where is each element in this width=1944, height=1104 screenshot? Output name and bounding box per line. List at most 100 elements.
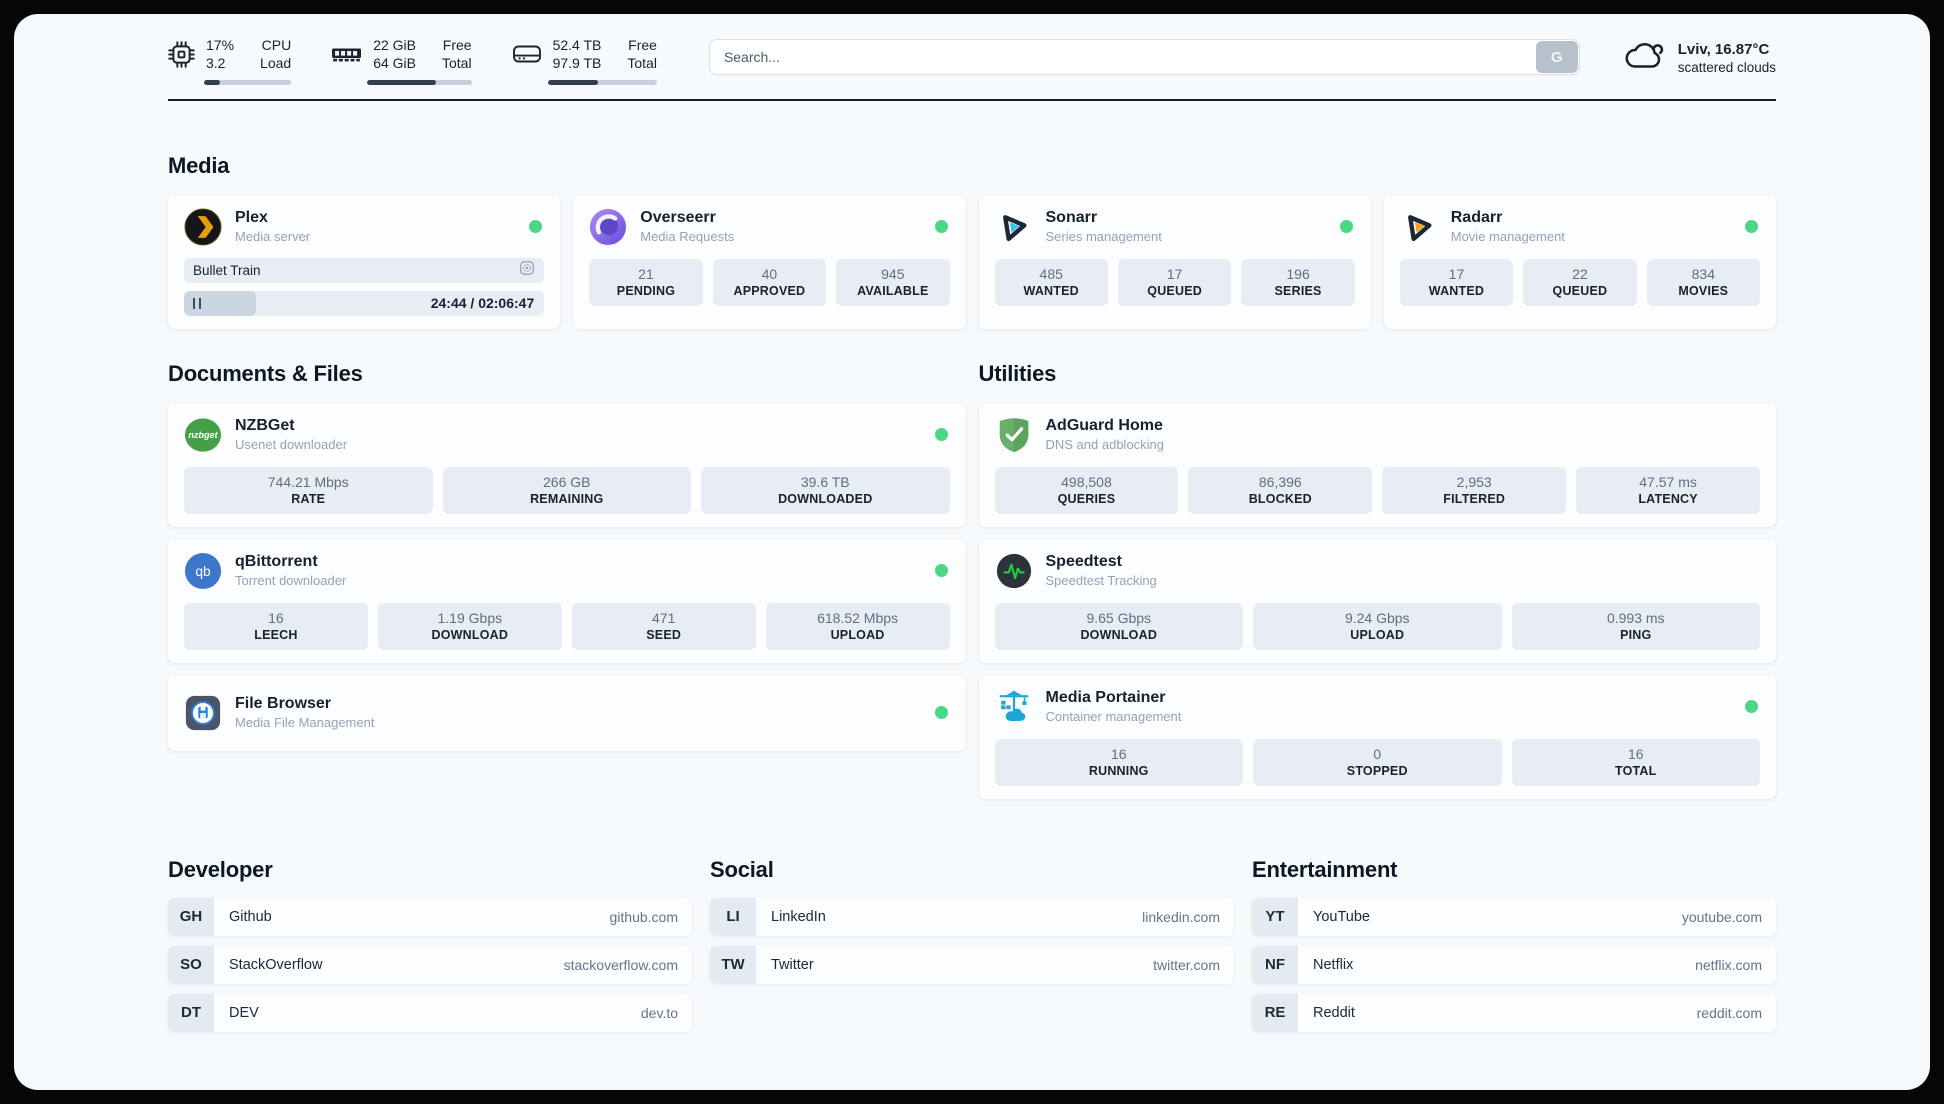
cpu-percent: 17% xyxy=(206,37,235,53)
overseerr-icon xyxy=(589,208,627,246)
app-subtitle: Container management xyxy=(1045,709,1182,725)
link-domain: linkedin.com xyxy=(1142,908,1220,925)
playback-progress-fill xyxy=(184,290,257,316)
svg-text:qb: qb xyxy=(195,564,211,579)
weather-widget: Lviv, 16.87°C scattered clouds xyxy=(1622,39,1776,77)
link-twitter[interactable]: TW Twitter twitter.com xyxy=(710,945,1234,984)
section-title-media: Media xyxy=(168,152,230,178)
app-card-adguard[interactable]: AdGuard Home DNS and adblocking 498,508 … xyxy=(978,402,1776,527)
stats-row: 16 RUNNING 0 STOPPED 16 TOTAL xyxy=(994,738,1760,786)
stat-filtered: 2,953 FILTERED xyxy=(1382,466,1567,514)
app-card-overseerr[interactable]: Overseerr Media Requests 21 PENDING 40 A… xyxy=(573,194,966,329)
link-reddit[interactable]: RE Reddit reddit.com xyxy=(1252,993,1776,1032)
section-title-utilities: Utilities xyxy=(978,360,1057,386)
app-title: Overseerr xyxy=(640,209,716,227)
status-online-dot xyxy=(1745,220,1758,234)
weather-location-temp: Lviv, 16.87°C xyxy=(1677,41,1770,59)
link-dev[interactable]: DT DEV dev.to xyxy=(168,993,692,1032)
stat-wanted: 17 WANTED xyxy=(1399,258,1514,306)
qbittorrent-icon: qb xyxy=(184,552,222,590)
movie-icon xyxy=(519,260,535,281)
link-github[interactable]: GH Github github.com xyxy=(168,897,692,936)
stat-seed: 471 SEED xyxy=(571,602,756,650)
status-online-dot xyxy=(934,706,948,720)
status-online-dot xyxy=(934,428,948,442)
stat-leech: 16 LEECH xyxy=(184,602,368,650)
link-youtube[interactable]: YT YouTube youtube.com xyxy=(1252,897,1776,936)
status-online-dot xyxy=(934,220,948,234)
link-name: Twitter xyxy=(771,956,814,973)
link-abbr: DT xyxy=(168,993,214,1032)
disk-icon xyxy=(512,43,542,65)
cpu-label: CPU xyxy=(261,37,292,53)
link-abbr: LI xyxy=(710,897,756,936)
svg-text:nzbget: nzbget xyxy=(188,430,218,440)
link-stackoverflow[interactable]: SO StackOverflow stackoverflow.com xyxy=(168,945,692,984)
app-title: qBittorrent xyxy=(235,553,318,571)
app-card-sonarr[interactable]: Sonarr Series management 485 WANTED 17 Q… xyxy=(978,194,1371,329)
search-input[interactable] xyxy=(708,39,1580,76)
stats-row: 17 WANTED 22 QUEUED 834 MOVIES xyxy=(1399,258,1761,306)
link-abbr: YT xyxy=(1252,897,1298,936)
playback-time: 24:44 / 02:06:47 xyxy=(430,295,535,312)
stat-queued: 17 QUEUED xyxy=(1117,258,1232,306)
app-card-filebrowser[interactable]: File Browser Media File Management xyxy=(168,674,966,751)
link-linkedin[interactable]: LI LinkedIn linkedin.com xyxy=(710,897,1234,936)
app-title: Sonarr xyxy=(1045,209,1098,227)
dashboard-panel: 17% 3.2 CPU Load xyxy=(14,14,1930,1090)
section-title-documents: Documents & Files xyxy=(168,360,363,386)
app-card-nzbget[interactable]: nzbget NZBGet Usenet downloader 744.21 M… xyxy=(168,402,966,527)
app-title: File Browser xyxy=(235,695,332,713)
stat-pending: 21 PENDING xyxy=(589,258,703,306)
link-name: Reddit xyxy=(1313,1004,1355,1021)
app-subtitle: Movie management xyxy=(1450,229,1565,245)
app-subtitle: Speedtest Tracking xyxy=(1045,573,1157,589)
speedtest-icon xyxy=(995,552,1033,590)
ram-free-value: 22 GiB xyxy=(373,37,416,53)
link-abbr: NF xyxy=(1252,945,1298,984)
status-online-dot xyxy=(529,220,543,234)
link-abbr: SO xyxy=(168,945,214,984)
link-netflix[interactable]: NF Netflix netflix.com xyxy=(1252,945,1776,984)
stat-remaining: 266 GB REMAINING xyxy=(442,466,691,514)
stat-latency: 47.57 ms LATENCY xyxy=(1576,466,1760,514)
cpu-load-value: 3.2 xyxy=(206,55,226,72)
app-card-portainer[interactable]: Media Portainer Container management 16 … xyxy=(978,674,1776,799)
top-bar: 17% 3.2 CPU Load xyxy=(168,14,1776,85)
link-domain: dev.to xyxy=(640,1004,678,1021)
app-card-speedtest[interactable]: Speedtest Speedtest Tracking 9.65 Gbps D… xyxy=(978,538,1776,663)
section-title-developer: Developer xyxy=(168,856,273,882)
entertainment-links-column: Entertainment YT YouTube youtube.com NF … xyxy=(1252,857,1776,1032)
stats-row: 485 WANTED 17 QUEUED 196 SERIES xyxy=(994,258,1355,306)
link-abbr: RE xyxy=(1252,993,1298,1032)
link-domain: reddit.com xyxy=(1696,1004,1762,1021)
stats-row: 744.21 Mbps RATE 266 GB REMAINING 39.6 T… xyxy=(184,466,950,514)
section-title-social: Social xyxy=(710,856,774,882)
ram-icon xyxy=(331,44,362,64)
filebrowser-icon xyxy=(184,694,222,732)
stat-ping: 0.993 ms PING xyxy=(1511,602,1760,650)
search-bar: G xyxy=(708,39,1580,76)
pause-icon xyxy=(193,297,201,309)
plex-icon xyxy=(184,208,222,246)
cpu-metric: 17% 3.2 CPU Load xyxy=(168,36,292,85)
stat-approved: 40 APPROVED xyxy=(712,258,827,306)
app-card-qbittorrent[interactable]: qb qBittorrent Torrent downloader 16 LEE… xyxy=(168,538,966,663)
link-domain: youtube.com xyxy=(1681,908,1762,925)
stats-row: 498,508 QUERIES 86,396 BLOCKED 2,953 FIL… xyxy=(994,466,1760,514)
app-card-radarr[interactable]: Radarr Movie management 17 WANTED 22 QUE… xyxy=(1383,194,1776,329)
stat-queued: 22 QUEUED xyxy=(1523,258,1637,306)
disk-free-value: 52.4 TB xyxy=(552,37,602,53)
disk-total-value: 97.9 TB xyxy=(552,55,602,72)
disk-metric: 52.4 TB 97.9 TB Free Total xyxy=(512,36,657,85)
cpu-icon xyxy=(168,41,195,68)
stat-queries: 498,508 QUERIES xyxy=(994,466,1179,514)
search-engine-button[interactable]: G xyxy=(1535,41,1578,74)
app-title: NZBGet xyxy=(235,417,295,435)
ram-total-value: 64 GiB xyxy=(373,55,416,72)
stat-total: 16 TOTAL xyxy=(1511,738,1760,786)
now-playing-title: Bullet Train xyxy=(193,262,261,278)
link-domain: netflix.com xyxy=(1695,956,1762,973)
status-online-dot xyxy=(1745,700,1758,714)
app-card-plex[interactable]: Plex Media server Bullet Train xyxy=(168,194,561,329)
